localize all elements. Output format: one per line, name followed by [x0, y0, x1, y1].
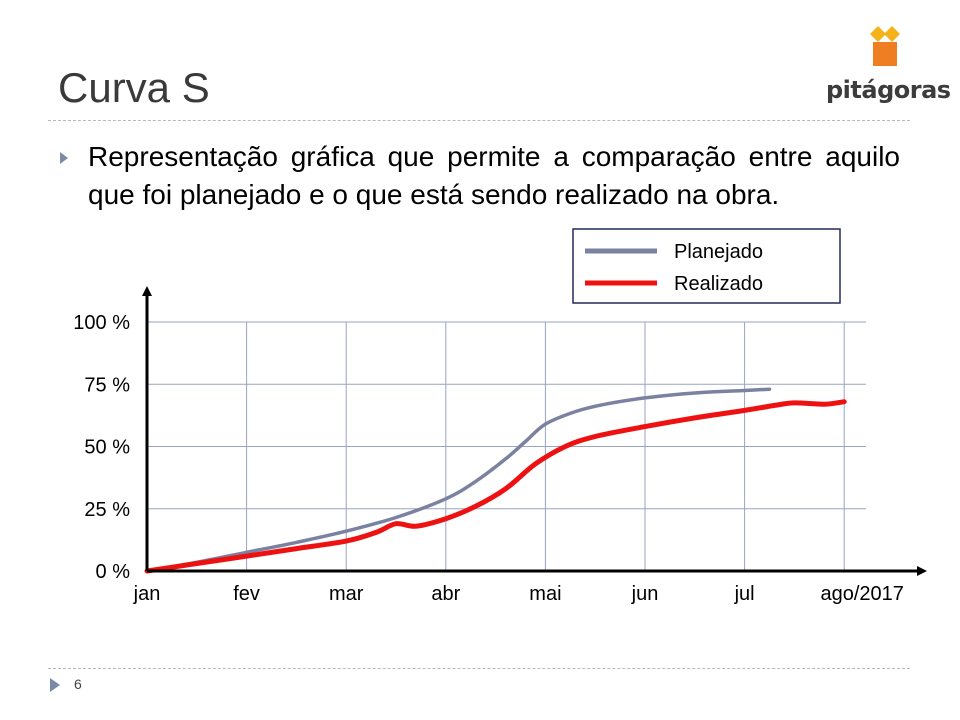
logo-text: pitágoras [826, 76, 951, 104]
chart-axes [142, 286, 927, 576]
legend-label-realizado: Realizado [674, 273, 763, 295]
slide-title: Curva S [58, 64, 210, 111]
y-tick-label: 0 % [96, 561, 131, 583]
legend-box [572, 228, 841, 304]
page-number: 6 [74, 676, 82, 692]
x-tick-label: jan [133, 583, 161, 605]
x-tick-label: fev [233, 583, 260, 605]
bullet-text: Representação gráfica que permite a comp… [88, 141, 900, 210]
x-tick-label: mar [329, 583, 364, 605]
x-tick-label: abr [431, 583, 460, 605]
x-tick-label: jun [631, 583, 659, 605]
title-divider [48, 120, 910, 121]
legend-label-planejado: Planejado [674, 241, 763, 263]
chart-legend: Planejado Realizado [572, 228, 841, 304]
y-tick-label: 25 % [84, 499, 130, 521]
logo-mark-icon [870, 26, 900, 66]
x-tick-label: jul [734, 583, 755, 605]
footer-divider [48, 668, 910, 669]
chart-grid [147, 321, 866, 571]
y-tick-label: 75 % [84, 374, 130, 396]
footer-arrow-icon [50, 678, 60, 692]
x-tick-label: ago/2017 [820, 583, 903, 605]
x-tick-label: mai [529, 583, 561, 605]
y-tick-label: 100 % [73, 312, 130, 334]
bullet-arrow-icon [60, 152, 68, 164]
chart-series [144, 387, 847, 574]
pitagoras-logo: pitágoras [826, 24, 951, 104]
series-line-planejado [145, 387, 772, 573]
series-line-realizado [144, 399, 847, 574]
chart-labels: 0 % 25 % 50 % 75 % 100 % jan fev mar abr mai jun ju… [73, 312, 904, 605]
y-tick-label: 50 % [84, 437, 130, 459]
